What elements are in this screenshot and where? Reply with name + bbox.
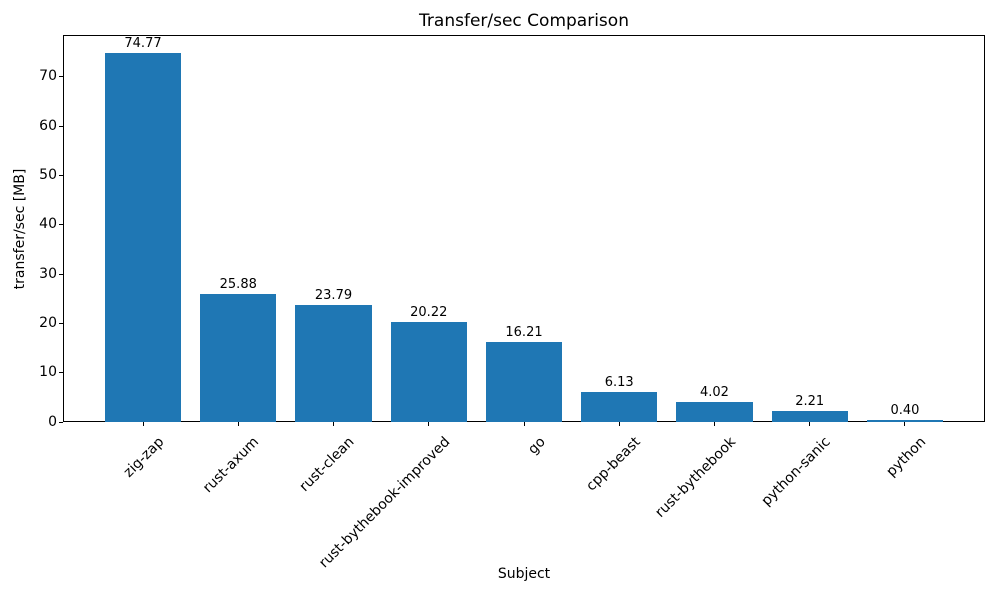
x-tick-label-rust-clean: rust-clean [296,434,358,495]
x-axis-label: Subject [497,566,551,582]
bar-python-sanic [771,411,848,422]
bar-rust-bythebook-improved [390,322,467,422]
y-tick-label-0: 0 [48,413,57,430]
x-tick-mark [333,422,334,426]
x-tick-label-cpp-beast: cpp-beast [583,434,644,495]
x-tick-label-zig-zap: zig-zap [120,434,168,481]
bar-value-label-python-sanic: 2.21 [795,394,825,410]
y-tick-mark [59,224,63,226]
bar-python [866,420,944,422]
x-tick-mark [904,422,906,426]
x-tick-label-python: python [883,434,930,480]
y-tick-label-20: 20 [39,314,57,331]
y-tick-mark [59,175,63,176]
y-tick-label-50: 50 [39,167,57,183]
y-tick-label-40: 40 [39,216,57,233]
x-tick-label-rust-bythebook: rust-bythebook [652,434,739,521]
y-tick-mark [59,273,63,275]
x-tick-mark [523,422,525,426]
y-tick-mark [59,76,63,78]
x-tick-mark [237,422,239,426]
y-tick-mark [59,322,63,324]
bar-value-label-zig-zap: 74.77 [124,36,162,52]
y-tick-mark [59,421,63,423]
y-tick-label-30: 30 [39,265,57,282]
bar-value-label-python: 0.40 [890,403,920,419]
bar-go [485,342,563,422]
x-tick-mark [809,422,811,426]
y-tick-label-60: 60 [39,117,57,134]
x-tick-mark [618,422,620,426]
bar-rust-clean [295,304,372,422]
y-tick-label-10: 10 [39,364,57,381]
x-tick-label-python-sanic: python-sanic [758,434,835,510]
x-tick-mark [713,422,715,426]
bar-value-label-rust-axum: 25.88 [219,277,257,293]
y-tick-mark [59,372,63,374]
bar-rust-bythebook [676,402,753,422]
y-tick-mark [59,125,63,127]
bar-zig-zap [104,53,182,422]
bar-value-label-rust-clean: 23.79 [314,287,353,303]
bar-cpp-beast [581,391,658,422]
x-tick-mark [142,422,144,426]
bar-value-label-go: 16.21 [505,325,543,341]
x-tick-mark [428,422,430,426]
bar-value-label-rust-bythebook: 4.02 [700,385,729,401]
bar-rust-axum [200,294,277,422]
chart-title: Transfer/sec Comparison [419,11,629,31]
x-tick-label-go: go [524,434,549,458]
y-tick-label-70: 70 [39,68,57,85]
x-tick-label-rust-axum: rust-axum [200,434,263,497]
bar-value-label-rust-bythebook-improved: 20.22 [410,305,448,321]
bar-value-label-cpp-beast: 6.13 [604,374,634,390]
